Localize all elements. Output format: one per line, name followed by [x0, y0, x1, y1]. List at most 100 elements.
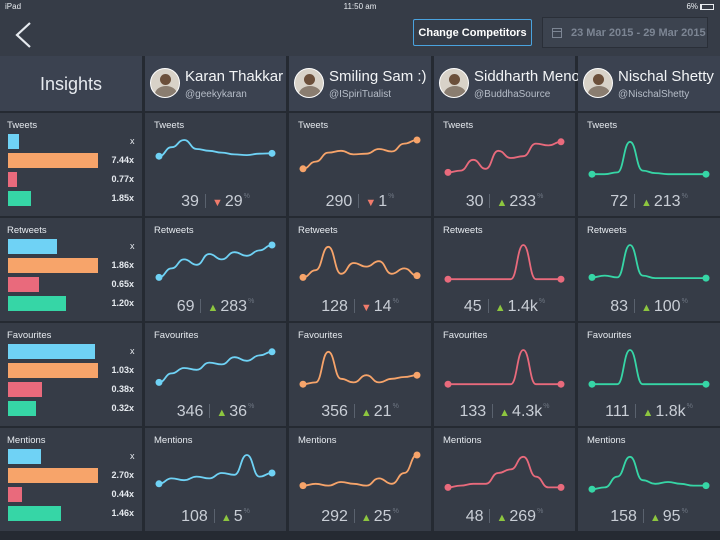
metric-stat: 72 ▲ 213% [578, 193, 720, 211]
metric-cell[interactable]: Mentions 292 ▲ 25% [289, 428, 431, 531]
metric-value: 30 [465, 193, 484, 210]
trend-endpoint [702, 274, 710, 282]
metric-change: 29 [224, 193, 243, 210]
trend-endpoint [413, 272, 421, 280]
competitor-name: Smiling Sam :) [329, 68, 427, 85]
arrow-up-icon: ▲ [494, 302, 506, 314]
trend-endpoint [268, 149, 276, 157]
multiplier-value: 0.65x [111, 279, 134, 289]
competitor-header[interactable]: Siddharth Menon @BuddhaSource [434, 56, 588, 111]
metric-change: 213 [653, 193, 681, 210]
percent-sign: % [243, 193, 250, 200]
metric-change: 14 [373, 298, 392, 315]
percent-sign: % [537, 193, 544, 200]
comparison-bar [8, 172, 17, 187]
competitor-handle: @geekykaran [185, 89, 247, 100]
multiplier-value: 1.20x [111, 298, 134, 308]
metric-cell[interactable]: Mentions 48 ▲ 269% [434, 428, 575, 531]
trend-line [592, 140, 706, 176]
chevron-left-icon [15, 22, 31, 48]
insight-label: Retweets [7, 225, 47, 236]
trend-line [592, 349, 706, 386]
metric-cell[interactable]: Mentions 158 ▲ 95% [578, 428, 720, 531]
battery-percent: 6% [686, 2, 698, 11]
comparison-bar [8, 449, 41, 464]
trend-line [302, 139, 418, 170]
percent-sign: % [537, 508, 544, 515]
trend-endpoint [444, 380, 452, 388]
trend-line [158, 454, 273, 485]
metric-cell[interactable]: Retweets 83 ▲ 100% [578, 218, 720, 321]
metric-value: 346 [176, 403, 204, 420]
arrow-down-icon: ▼ [211, 197, 223, 209]
trend-line [302, 245, 418, 279]
arrow-up-icon: ▲ [640, 302, 652, 314]
metric-cell[interactable]: Retweets 128 ▼ 14% [289, 218, 431, 321]
percent-sign: % [392, 508, 399, 515]
trend-endpoint [702, 170, 710, 178]
metric-change: 36 [229, 403, 248, 420]
metric-cell[interactable]: Favourites 346 ▲ 36% [145, 323, 286, 426]
trend-endpoint [155, 273, 163, 281]
competitor-header[interactable]: Smiling Sam :) @ISpiriTualist [289, 56, 431, 111]
multiplier-value: 0.44x [111, 489, 134, 499]
metric-value: 69 [176, 298, 195, 315]
device-label: iPad [5, 2, 22, 11]
trend-endpoint [299, 482, 307, 490]
trend-sparkline [588, 455, 710, 493]
trend-line [158, 350, 273, 384]
metric-value: 83 [610, 298, 628, 315]
metric-cell[interactable]: Retweets 69 ▲ 283% [145, 218, 286, 321]
arrow-up-icon: ▲ [640, 197, 652, 209]
metric-value: 290 [325, 193, 353, 210]
trend-endpoint [299, 273, 307, 281]
competitor-header[interactable]: Nischal Shetty @NischalShetty [578, 56, 720, 111]
trend-line [447, 140, 562, 174]
trend-endpoint [268, 348, 276, 356]
insight-cell: Favourites x 1.03x 0.38x 0.32x [0, 323, 142, 426]
metric-cell[interactable]: Tweets 290 ▼ 1% [289, 113, 431, 216]
metric-label: Mentions [443, 435, 482, 446]
metric-label: Retweets [587, 225, 627, 236]
metric-cell[interactable]: Mentions 108 ▲ 5% [145, 428, 286, 531]
metric-cell[interactable]: Favourites 133 ▲ 4.3k% [434, 323, 575, 426]
competitor-name: Siddharth Menon [474, 68, 589, 85]
metric-stat: 128 ▼ 14% [289, 298, 431, 316]
metric-change: 1 [378, 193, 388, 210]
metric-cell[interactable]: Tweets 72 ▲ 213% [578, 113, 720, 216]
metric-cell[interactable]: Favourites 356 ▲ 21% [289, 323, 431, 426]
metric-cell[interactable]: Tweets 39 ▼ 29% [145, 113, 286, 216]
stat-divider [489, 509, 491, 523]
metric-value: 158 [610, 508, 637, 525]
trend-sparkline [299, 350, 421, 388]
metric-stat: 30 ▲ 233% [434, 193, 575, 211]
metric-value: 356 [321, 403, 348, 420]
metric-value: 111 [605, 403, 630, 420]
percent-sign: % [681, 508, 688, 515]
stat-divider [353, 404, 355, 418]
trend-endpoint [299, 380, 307, 388]
trend-line [158, 244, 273, 279]
competitor-header[interactable]: Karan Thakkar @geekykaran [145, 56, 286, 111]
metric-stat: 292 ▲ 25% [289, 508, 431, 526]
metric-cell[interactable]: Retweets 45 ▲ 1.4k% [434, 218, 575, 321]
metric-cell[interactable]: Tweets 30 ▲ 233% [434, 113, 575, 216]
multiplier-unit: x [130, 241, 135, 251]
trend-sparkline [444, 138, 565, 176]
metric-label: Retweets [443, 225, 483, 236]
insights-header: Insights [0, 56, 142, 111]
trend-endpoint [155, 152, 163, 160]
change-competitors-button[interactable]: Change Competitors [413, 19, 532, 46]
back-button[interactable] [10, 20, 36, 50]
metric-stat: 39 ▼ 29% [145, 193, 286, 211]
trend-endpoint [588, 380, 596, 388]
avatar [439, 68, 469, 98]
metric-cell[interactable]: Favourites 111 ▲ 1.8k% [578, 323, 720, 426]
arrow-down-icon: ▼ [365, 197, 377, 209]
stat-divider [633, 194, 635, 208]
comparison-bar [8, 258, 98, 273]
percent-sign: % [681, 193, 688, 200]
date-range-picker[interactable]: 23 Mar 2015 - 29 Mar 2015 [542, 17, 708, 48]
date-from: 23 Mar 2015 [571, 27, 634, 39]
metric-value: 292 [321, 508, 348, 525]
